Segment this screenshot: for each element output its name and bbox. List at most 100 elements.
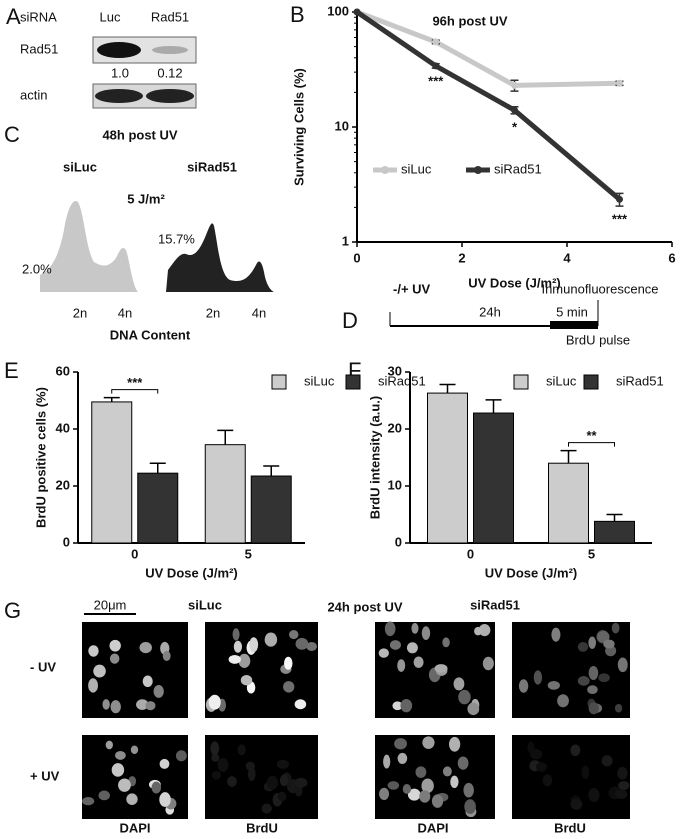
nucleus bbox=[261, 803, 272, 814]
nucleus bbox=[208, 694, 221, 710]
nucleus bbox=[379, 787, 390, 801]
nucleus bbox=[518, 679, 529, 693]
percentage: 15.7% bbox=[158, 231, 195, 246]
nucleus bbox=[82, 797, 95, 806]
panel-label: C bbox=[4, 122, 20, 147]
band bbox=[152, 46, 188, 54]
y-tick-label: 10 bbox=[335, 118, 349, 133]
nucleus bbox=[151, 781, 162, 794]
nucleus bbox=[551, 627, 561, 642]
nucleus bbox=[547, 680, 560, 690]
percentage: 2.0% bbox=[22, 261, 52, 276]
point bbox=[616, 79, 623, 87]
legend-swatch bbox=[345, 374, 361, 390]
nucleus bbox=[457, 756, 469, 770]
row-label: Rad51 bbox=[20, 41, 58, 56]
y-tick-label: 100 bbox=[327, 3, 349, 18]
nucleus bbox=[159, 758, 170, 769]
nucleus bbox=[266, 775, 279, 790]
condition: siRad51 bbox=[187, 159, 237, 174]
legend-label: siRad51 bbox=[494, 161, 542, 176]
y-tick-label: 30 bbox=[388, 363, 402, 378]
nucleus bbox=[597, 631, 610, 643]
nucleus bbox=[406, 642, 418, 654]
nucleus bbox=[139, 641, 152, 654]
timeline-label: -/+ UV bbox=[393, 281, 431, 296]
nucleus bbox=[588, 636, 597, 649]
error-bar bbox=[217, 429, 234, 445]
peak-label: 4n bbox=[118, 305, 132, 320]
nucleus bbox=[450, 775, 459, 789]
group-label: siLuc bbox=[188, 597, 222, 612]
y-tick-label: 40 bbox=[56, 420, 70, 435]
bar bbox=[250, 475, 292, 544]
nucleus bbox=[570, 744, 581, 757]
nucleus bbox=[175, 750, 187, 762]
nucleus bbox=[442, 766, 452, 777]
panel-label: B bbox=[290, 2, 305, 27]
x-axis-label: UV Dose (J/m²) bbox=[145, 565, 237, 580]
bar bbox=[137, 472, 179, 544]
nucleus bbox=[162, 650, 171, 661]
nucleus bbox=[111, 763, 125, 777]
nucleus bbox=[442, 637, 450, 648]
nucleus bbox=[105, 740, 113, 750]
nucleus bbox=[419, 790, 431, 803]
nucleus bbox=[402, 784, 412, 794]
nucleus bbox=[581, 765, 590, 780]
nucleus bbox=[400, 698, 413, 713]
nucleus bbox=[378, 648, 389, 658]
lane-label: Rad51 bbox=[151, 9, 189, 24]
legend-label: siRad51 bbox=[378, 373, 426, 388]
nucleus bbox=[93, 664, 106, 678]
nucleus bbox=[411, 622, 419, 634]
point bbox=[353, 8, 361, 16]
lane-label: Luc bbox=[100, 9, 121, 24]
bracket bbox=[111, 389, 159, 394]
x-axis-label: UV Dose (J/m²) bbox=[485, 565, 577, 580]
nucleus bbox=[453, 677, 465, 691]
panel-title: 24h post UV bbox=[327, 599, 402, 614]
series-line bbox=[356, 9, 620, 88]
panel-label: E bbox=[4, 358, 19, 383]
nucleus bbox=[482, 656, 494, 671]
x-tick-label: 6 bbox=[668, 250, 675, 265]
nucleus bbox=[601, 755, 613, 767]
nucleus bbox=[264, 632, 278, 647]
nucleus bbox=[415, 766, 427, 778]
band bbox=[97, 42, 141, 58]
nucleus bbox=[240, 675, 253, 686]
stain-label: BrdU bbox=[554, 820, 586, 835]
y-tick-label: 10 bbox=[388, 477, 402, 492]
y-tick-label: 20 bbox=[388, 420, 402, 435]
x-tick-label: 2 bbox=[458, 250, 465, 265]
nucleus bbox=[118, 778, 131, 792]
legend-label: siLuc bbox=[546, 373, 577, 388]
nucleus bbox=[392, 701, 403, 711]
legend-swatch bbox=[271, 374, 287, 390]
nucleus bbox=[284, 656, 293, 670]
pulse-bar bbox=[550, 321, 598, 329]
nucleus bbox=[237, 744, 246, 756]
quant: 0.12 bbox=[157, 65, 182, 80]
bar bbox=[427, 392, 468, 544]
nucleus bbox=[536, 762, 547, 772]
nucleus bbox=[294, 699, 307, 710]
significance: *** bbox=[127, 375, 143, 390]
nucleus bbox=[389, 640, 401, 650]
legend-label: siLuc bbox=[304, 373, 335, 388]
nucleus bbox=[98, 790, 110, 801]
nucleus bbox=[88, 678, 98, 693]
nucleus bbox=[211, 753, 220, 762]
legend-marker bbox=[381, 166, 389, 174]
nucleus bbox=[153, 685, 164, 698]
nucleus bbox=[618, 780, 630, 791]
nucleus bbox=[114, 750, 126, 760]
error-bar bbox=[149, 462, 166, 474]
stain-label: DAPI bbox=[119, 820, 150, 835]
bar bbox=[473, 412, 514, 544]
nucleus bbox=[109, 639, 121, 652]
nucleus bbox=[283, 681, 295, 693]
error-bar bbox=[103, 396, 120, 402]
